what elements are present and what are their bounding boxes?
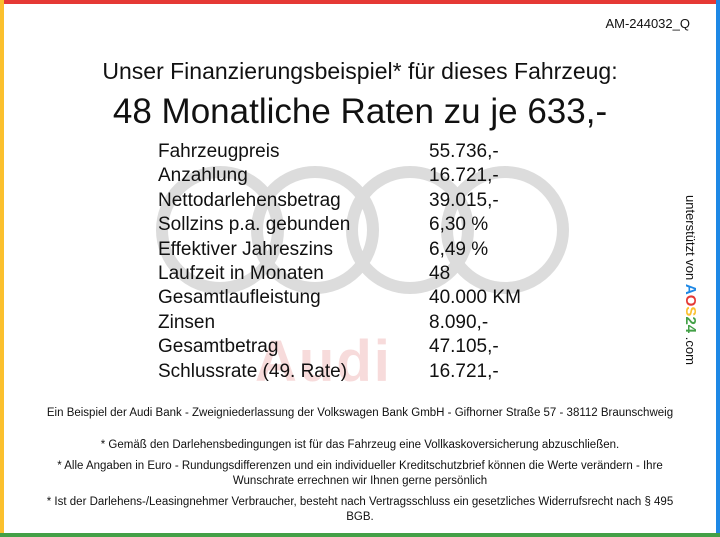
row-label: Zinsen [158, 311, 216, 333]
row-value: 47.105,- [429, 336, 499, 358]
row-label: Sollzins p.a. gebunden [158, 214, 351, 236]
row-value: 39.015,- [429, 189, 499, 211]
row-label: Laufzeit in Monaten [158, 262, 324, 284]
row-value: 6,30 % [429, 214, 489, 236]
supported-by-sidebar: unterstützt von AOS24 .com [681, 195, 701, 395]
row-label: Gesamtbetrag [158, 336, 279, 358]
right-color-bar [716, 0, 720, 537]
footnotes: * Gemäß den Darlehensbedingungen ist für… [40, 438, 680, 531]
row-label: Gesamtlaufleistung [158, 287, 321, 309]
left-color-bar [0, 0, 4, 537]
lender-info: Ein Beispiel der Audi Bank - Zweignieder… [46, 407, 674, 419]
row-value: 8.090,- [429, 311, 489, 333]
row-label: Fahrzeugpreis [158, 141, 280, 162]
headline: Unser Finanzierungsbeispiel* für dieses … [102, 58, 618, 84]
domain-suffix: .com [683, 336, 698, 365]
monthly-rate-headline: 48 Monatliche Raten zu je 633,- [112, 92, 608, 131]
bottom-color-bar [0, 533, 720, 537]
aos24-logo: AOS24 [682, 283, 699, 334]
row-value: 16.721,- [429, 360, 499, 382]
reference-code: AM-244032_Q [605, 16, 690, 31]
footnote: * Ist der Darlehens-/Leasingnehmer Verbr… [46, 496, 674, 523]
row-value: 16.721,- [429, 165, 499, 187]
row-value: 55.736,- [429, 141, 499, 162]
footnote: * Alle Angaben in Euro - Rundungsdiffere… [57, 460, 663, 487]
audi-wordmark-watermark: Audi [255, 329, 392, 394]
row-value: 40.000 KM [429, 287, 521, 309]
row-label: Nettodarlehensbetrag [158, 189, 341, 211]
supported-by-label: unterstützt von [683, 195, 698, 281]
row-value: 6,49 % [429, 238, 489, 260]
row-label: Schlussrate (49. Rate) [158, 360, 348, 382]
footnote: * Gemäß den Darlehensbedingungen ist für… [100, 439, 620, 451]
audi-rings-watermark [156, 166, 569, 294]
row-value: 48 [429, 262, 451, 284]
row-label: Effektiver Jahreszins [158, 238, 333, 260]
top-color-bar [0, 0, 720, 4]
row-label: Anzahlung [158, 165, 248, 187]
